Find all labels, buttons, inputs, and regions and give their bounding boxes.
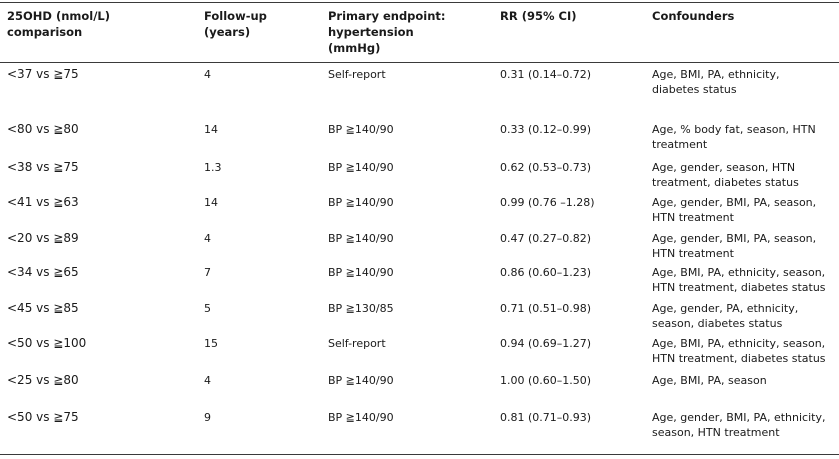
header-rr: RR (95% CI): [500, 9, 577, 23]
cell-followup: 9: [204, 411, 211, 424]
cell-endpoint: BP ≧140/90: [328, 123, 394, 136]
table-row: <37 vs ≧75 4 Self-report 0.31 (0.14–0.72) Ag…: [0, 65, 839, 120]
cell-rr: 0.94 (0.69–1.27): [500, 337, 592, 350]
table-row: <20 vs ≧89 4 BP ≧140/90 0.47 (0.27–0.82) Age…: [0, 229, 839, 263]
cell-confounders-line: season, HTN treatment: [652, 426, 780, 439]
cell-confounders: Age, gender, season, HTN treatment, diabe…: [652, 158, 839, 193]
cell-confounders: Age, gender, BMI, PA, season, HTN treatme…: [652, 193, 839, 229]
cell-followup: 15: [204, 337, 218, 350]
table-row: <50 vs ≧100 15 Self-report 0.94 (0.69–1.27)…: [0, 334, 839, 371]
cell-followup: 4: [204, 68, 211, 81]
cell-rr: 0.62 (0.53–0.73): [500, 161, 592, 174]
cell-followup: 14: [204, 123, 218, 136]
cell-followup: 4: [204, 374, 211, 387]
header-endpoint: Primary endpoint: hypertension (mmHg): [328, 9, 446, 55]
cell-confounders: Age, gender, BMI, PA, season, HTN treatme…: [652, 229, 839, 263]
cell-confounders-line: treatment: [652, 138, 708, 151]
cell-endpoint: BP ≧130/85: [328, 302, 394, 315]
cell-rr: 1.00 (0.60–1.50): [500, 374, 592, 387]
table-row: <38 vs ≧75 1.3 BP ≧140/90 0.62 (0.53–0.73) A…: [0, 158, 839, 193]
cell-followup: 1.3: [204, 161, 222, 174]
cell-confounders-line: HTN treatment: [652, 247, 734, 260]
cell-confounders-line: Age, gender, PA, ethnicity,: [652, 302, 799, 315]
cell-comparison: <25 vs ≧80: [7, 373, 79, 387]
cell-confounders-line: Age, gender, BMI, PA, season,: [652, 196, 817, 209]
cell-comparison: <45 vs ≧85: [7, 301, 79, 315]
cell-rr: 0.99 (0.76 –1.28): [500, 196, 595, 209]
table-row: <80 vs ≧80 14 BP ≧140/90 0.33 (0.12–0.99) Ag…: [0, 120, 839, 158]
cell-confounders: Age, BMI, PA, ethnicity, season, HTN trea…: [652, 334, 839, 371]
table-row: <34 vs ≧65 7 BP ≧140/90 0.86 (0.60–1.23) Age…: [0, 263, 839, 299]
header-comparison: 25OHD (nmol/L) comparison: [7, 9, 111, 39]
cell-confounders-line: Age, BMI, PA, ethnicity, season,: [652, 337, 826, 350]
cell-endpoint: BP ≧140/90: [328, 374, 394, 387]
table-row: <50 vs ≧75 9 BP ≧140/90 0.81 (0.71–0.93) Age…: [0, 408, 839, 457]
cell-confounders: Age, gender, PA, ethnicity, season, diabe…: [652, 299, 839, 334]
header-row: 25OHD (nmol/L) comparison Follow-up (yea…: [0, 5, 839, 65]
cell-comparison: <50 vs ≧75: [7, 410, 79, 424]
cell-confounders-line: Age, gender, season, HTN: [652, 161, 796, 174]
cell-confounders-line: season, diabetes status: [652, 317, 783, 330]
cell-followup: 7: [204, 266, 211, 279]
cell-rr: 0.86 (0.60–1.23): [500, 266, 592, 279]
cell-comparison: <80 vs ≧80: [7, 122, 79, 136]
cell-followup: 14: [204, 196, 218, 209]
vitamin-d-hypertension-table: 25OHD (nmol/L) comparison Follow-up (yea…: [0, 5, 839, 457]
cell-followup: 5: [204, 302, 211, 315]
cell-confounders: Age, BMI, PA, season: [652, 371, 839, 408]
cell-endpoint: BP ≧140/90: [328, 196, 394, 209]
cell-rr: 0.31 (0.14–0.72): [500, 68, 592, 81]
cell-endpoint: BP ≧140/90: [328, 232, 394, 245]
bottom-rule: [0, 454, 839, 455]
cell-rr: 0.33 (0.12–0.99): [500, 123, 592, 136]
cell-comparison: <37 vs ≧75: [7, 67, 79, 81]
cell-comparison: <41 vs ≧63: [7, 195, 79, 209]
cell-confounders-line: Age, BMI, PA, ethnicity,: [652, 68, 780, 81]
table-row: <41 vs ≧63 14 BP ≧140/90 0.99 (0.76 –1.28) A…: [0, 193, 839, 229]
cell-comparison: <34 vs ≧65: [7, 265, 79, 279]
cell-comparison: <20 vs ≧89: [7, 231, 79, 245]
header-rule: [0, 62, 839, 63]
cell-endpoint: BP ≧140/90: [328, 411, 394, 424]
cell-comparison: <38 vs ≧75: [7, 160, 79, 174]
cell-confounders: Age, % body fat, season, HTN treatment: [652, 120, 839, 158]
cell-comparison: <50 vs ≧100: [7, 336, 87, 350]
cell-confounders-line: Age, % body fat, season, HTN: [652, 123, 816, 136]
table-body: <37 vs ≧75 4 Self-report 0.31 (0.14–0.72) Ag…: [0, 65, 839, 457]
cell-endpoint: BP ≧140/90: [328, 266, 394, 279]
cell-confounders-line: Age, gender, BMI, PA, season,: [652, 232, 817, 245]
top-rule: [0, 2, 839, 3]
cell-followup: 4: [204, 232, 211, 245]
cell-rr: 0.47 (0.27–0.82): [500, 232, 592, 245]
cell-endpoint: BP ≧140/90: [328, 161, 394, 174]
cell-confounders-line: HTN treatment, diabetes status: [652, 281, 826, 294]
cell-endpoint: Self-report: [328, 337, 386, 350]
cell-confounders-line: Age, BMI, PA, ethnicity, season,: [652, 266, 826, 279]
table-row: <45 vs ≧85 5 BP ≧130/85 0.71 (0.51–0.98) Age…: [0, 299, 839, 334]
table-row: <25 vs ≧80 4 BP ≧140/90 1.00 (0.60–1.50) Age…: [0, 371, 839, 408]
cell-confounders-line: Age, gender, BMI, PA, ethnicity,: [652, 411, 826, 424]
header-confounders: Confounders: [652, 9, 735, 23]
cell-confounders: Age, BMI, PA, ethnicity, diabetes status: [652, 65, 839, 120]
cell-confounders: Age, gender, BMI, PA, ethnicity, season, …: [652, 408, 839, 457]
cell-confounders-line: HTN treatment, diabetes status: [652, 352, 826, 365]
cell-rr: 0.81 (0.71–0.93): [500, 411, 592, 424]
cell-confounders-line: Age, BMI, PA, season: [652, 374, 767, 387]
cell-confounders-line: HTN treatment: [652, 211, 734, 224]
cell-confounders-line: treatment, diabetes status: [652, 176, 799, 189]
cell-endpoint: Self-report: [328, 68, 386, 81]
header-followup: Follow-up (years): [204, 9, 267, 39]
cell-rr: 0.71 (0.51–0.98): [500, 302, 592, 315]
cell-confounders-line: diabetes status: [652, 83, 737, 96]
cell-confounders: Age, BMI, PA, ethnicity, season, HTN trea…: [652, 263, 839, 299]
